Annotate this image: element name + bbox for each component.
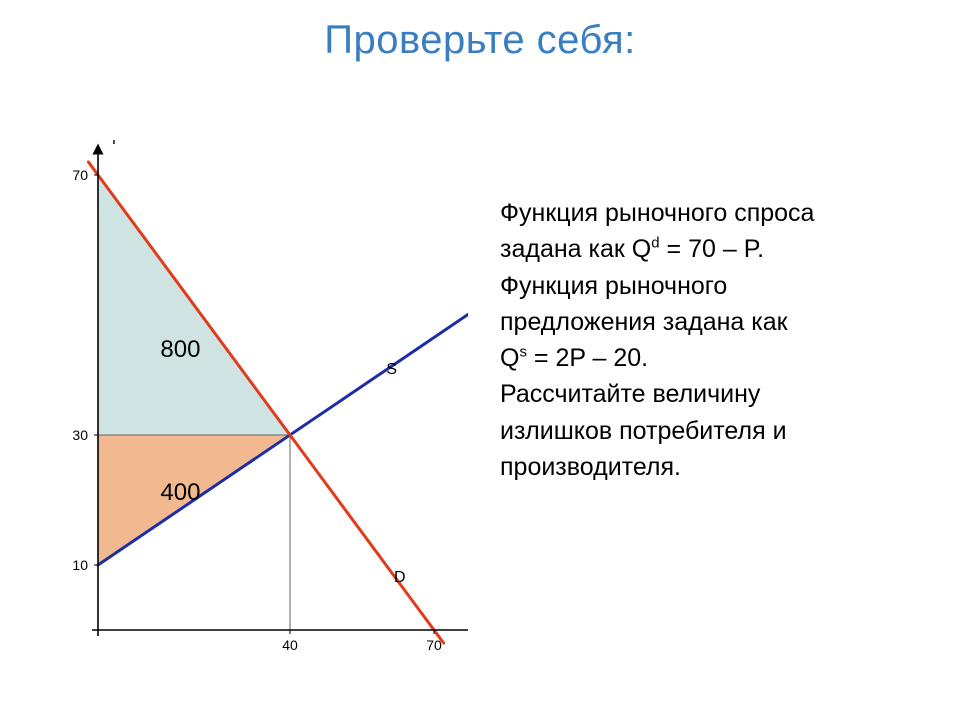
txt: излишков потребителя и (500, 417, 787, 445)
slide: Проверьте себя: Функция рыночного спроса… (0, 0, 960, 720)
svg-text:800: 800 (160, 336, 200, 363)
svg-text:40: 40 (282, 637, 298, 653)
txt: производителя. (500, 453, 681, 481)
txt: Рассчитайте величину (500, 380, 760, 408)
svg-text:D: D (394, 569, 406, 586)
txt: задана как (500, 235, 632, 263)
svg-text:S: S (386, 361, 397, 378)
formula-supply: Qs = 2P – 20. (500, 344, 648, 372)
svg-text:70: 70 (72, 167, 88, 183)
svg-text:70: 70 (426, 637, 442, 653)
txt: Функция рыночного спроса (500, 199, 814, 227)
svg-text:P: P (112, 140, 122, 148)
svg-text:30: 30 (72, 427, 88, 443)
txt: Функция рыночного (500, 272, 727, 300)
formula-demand: Qd = 70 – P. (632, 235, 764, 263)
slide-title: Проверьте себя: (0, 18, 960, 63)
svg-text:10: 10 (72, 557, 88, 573)
supply-demand-chart: 7030104070PQd, QsSD800400 (28, 140, 468, 680)
svg-text:400: 400 (160, 479, 200, 506)
problem-text: Функция рыночного спроса задана как Qd =… (500, 195, 920, 485)
txt: предложения задана как (500, 308, 788, 336)
